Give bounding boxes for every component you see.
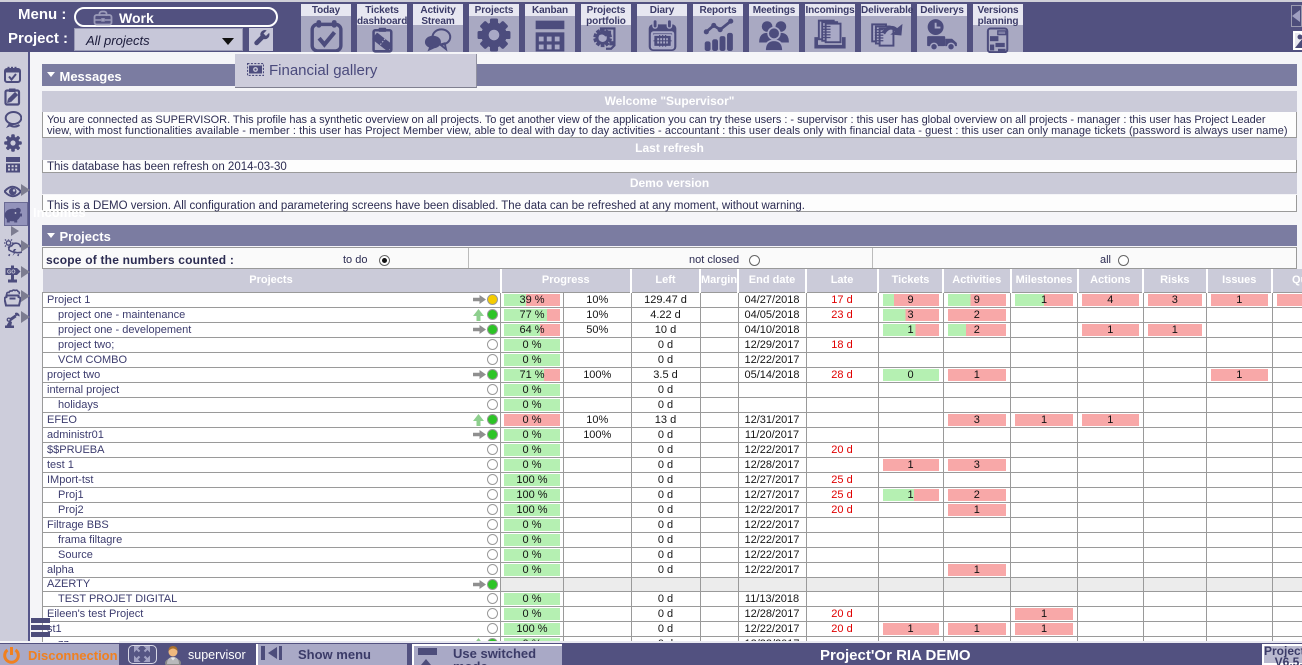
- svg-text:GO: GO: [7, 269, 16, 275]
